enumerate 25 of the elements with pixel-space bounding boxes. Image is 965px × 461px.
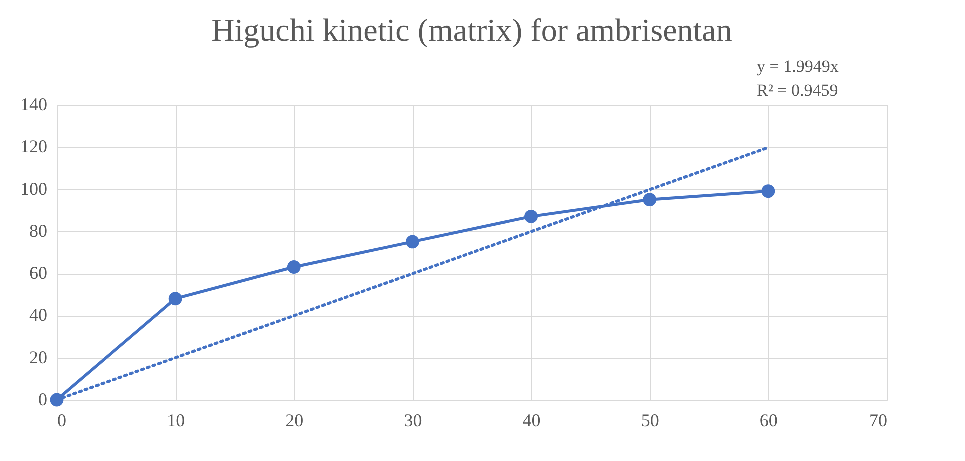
point — [643, 193, 657, 207]
point — [524, 210, 538, 224]
y-tick-label: 20 — [30, 347, 48, 368]
x-tick-label: 50 — [641, 410, 660, 430]
x-tick-label: 30 — [404, 410, 422, 430]
y-tick-label: 80 — [30, 220, 48, 241]
y-tick-label: 120 — [20, 136, 48, 157]
y-tick-label: 0 — [38, 390, 48, 410]
x-tick-label: 20 — [286, 410, 304, 430]
text: y = 1.9949x — [757, 57, 840, 76]
y-tick-label: 140 — [20, 94, 48, 114]
x-tick-label: 40 — [522, 410, 541, 430]
y-tick-label: 60 — [30, 263, 48, 284]
point — [287, 260, 301, 274]
y-tick-label: 100 — [20, 178, 48, 199]
point — [168, 292, 182, 306]
point — [762, 184, 776, 198]
y-tick-label: 40 — [30, 305, 48, 326]
chart-title: Higuchi kinetic (matrix) for ambrisentan — [212, 12, 732, 48]
text: R² = 0.9459 — [757, 81, 838, 100]
x-tick-label: 0 — [58, 410, 66, 430]
point — [406, 235, 420, 249]
x-tick-label: 10 — [167, 410, 186, 430]
x-tick-label: 60 — [760, 410, 778, 430]
x-tick-label: 70 — [870, 410, 888, 430]
